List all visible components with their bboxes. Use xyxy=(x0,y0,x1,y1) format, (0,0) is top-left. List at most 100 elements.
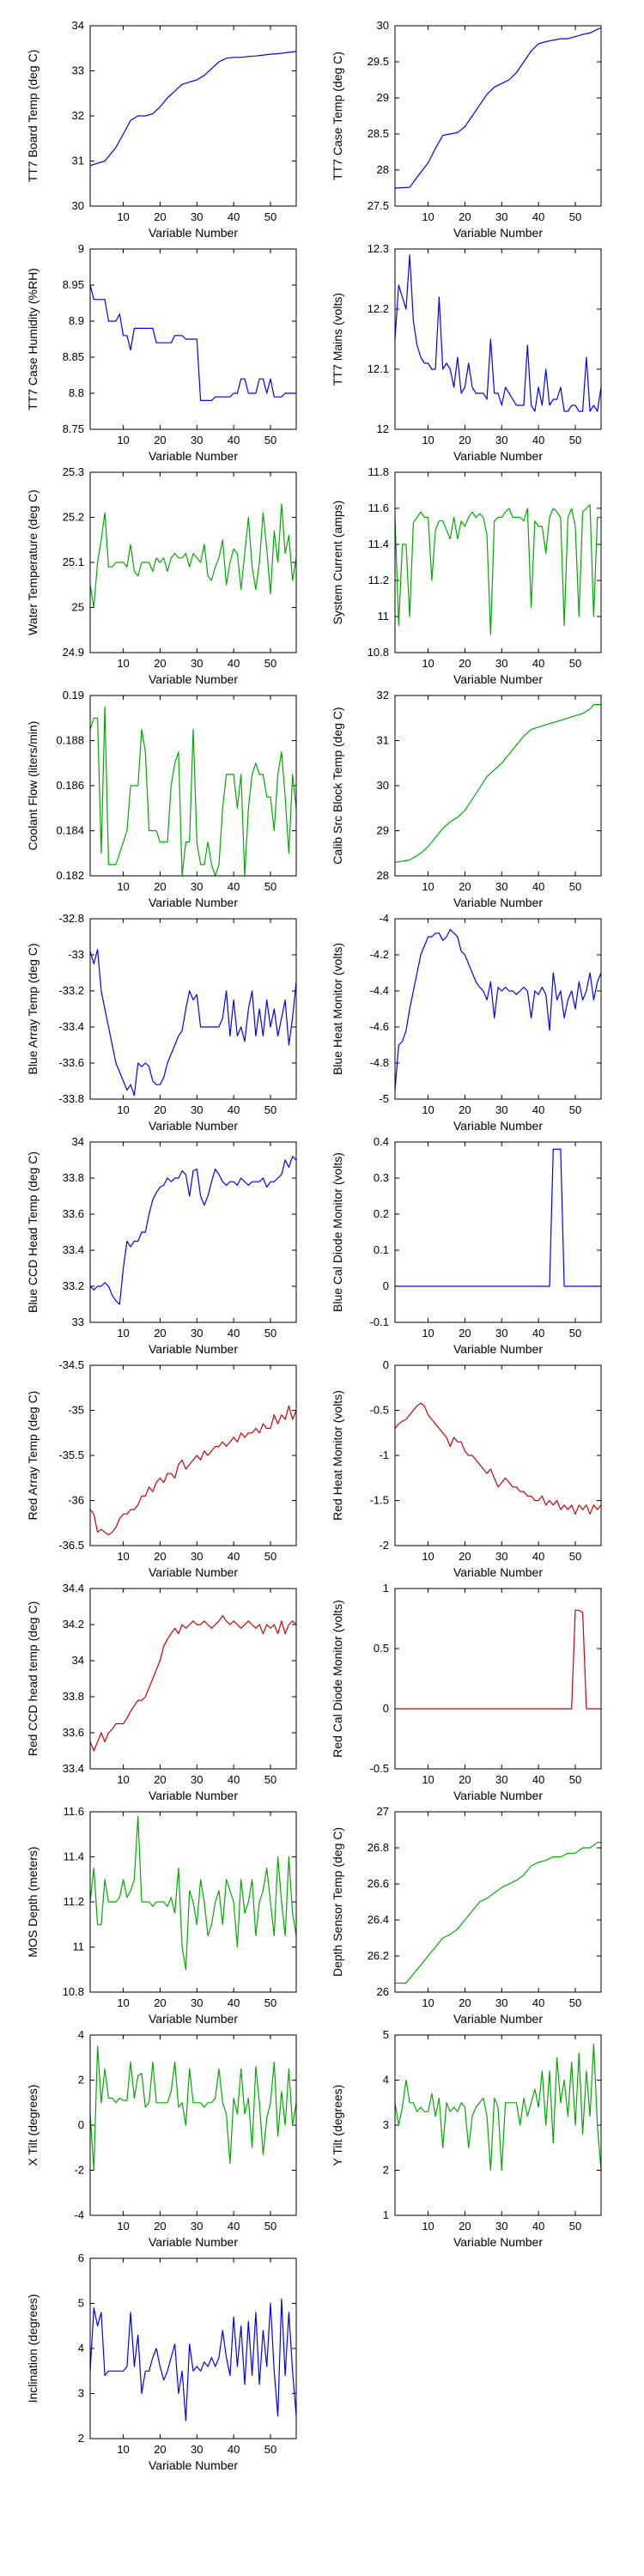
y-axis-label: Depth Sensor Temp (deg C) xyxy=(331,1827,344,1977)
plot-frame xyxy=(394,1588,602,1770)
chart-panel: 12 12.1 12.2 12.3 10 20 30 40 50 Variable Number T… xyxy=(331,242,602,463)
x-tick-label: 50 xyxy=(264,1996,276,2009)
x-tick-label: 40 xyxy=(228,2443,240,2456)
y-axis-label: Y Tilt (degrees) xyxy=(331,2085,344,2166)
x-tick-label: 10 xyxy=(117,2220,129,2233)
x-tick-label: 10 xyxy=(422,1327,434,1340)
x-tick-label: 50 xyxy=(264,2220,276,2233)
y-tick-label: -32.8 xyxy=(58,912,84,925)
x-tick-label: 50 xyxy=(264,210,276,223)
x-tick-label: 30 xyxy=(191,1327,203,1340)
plot-frame xyxy=(394,1811,602,1993)
y-tick-label: 0.184 xyxy=(56,824,84,837)
y-tick-label: 0.19 xyxy=(63,689,84,702)
series-line xyxy=(394,254,602,412)
x-tick-label: 10 xyxy=(117,1996,129,2009)
plot-frame xyxy=(89,471,297,653)
x-tick-label: 40 xyxy=(228,434,240,447)
y-tick-label: 26.4 xyxy=(368,1913,389,1926)
x-axis-label: Variable Number xyxy=(149,1119,238,1133)
y-tick-label: 26.2 xyxy=(368,1949,389,1962)
x-tick-label: 20 xyxy=(459,434,471,447)
y-tick-label: 0.182 xyxy=(56,869,84,882)
series-line xyxy=(89,2298,297,2421)
x-tick-label: 20 xyxy=(154,2220,166,2233)
y-tick-label: 33.4 xyxy=(63,1762,84,1775)
y-tick-label: -33.6 xyxy=(58,1056,84,1069)
y-tick-label: 4 xyxy=(78,2028,84,2041)
y-tick-label: 33.8 xyxy=(63,1690,84,1703)
y-tick-label: 25.3 xyxy=(63,465,84,478)
x-tick-label: 20 xyxy=(459,1327,471,1340)
y-tick-label: 0.4 xyxy=(374,1135,389,1148)
x-tick-label: 30 xyxy=(495,1996,507,2009)
y-tick-label: 34.4 xyxy=(63,1582,84,1595)
y-tick-label: 1 xyxy=(383,2208,389,2221)
x-tick-label: 40 xyxy=(228,210,240,223)
y-tick-label: 29 xyxy=(377,91,389,104)
y-tick-label: 28 xyxy=(377,869,389,882)
chart-panel: -33.8 -33.6 -33.4 -33.2 -33 -32.8 10 20 30 40 50 Va… xyxy=(26,912,297,1133)
x-tick-label: 40 xyxy=(532,880,544,893)
x-tick-label: 10 xyxy=(422,210,434,223)
x-tick-label: 20 xyxy=(154,210,166,223)
x-tick-label: 10 xyxy=(117,434,129,447)
x-axis-label: Variable Number xyxy=(149,226,238,240)
y-tick-label: 0.1 xyxy=(374,1243,389,1256)
x-tick-label: 10 xyxy=(117,2443,129,2456)
y-tick-label: 0.3 xyxy=(374,1171,389,1184)
y-tick-label: -0.5 xyxy=(370,1404,389,1417)
y-axis-label: Red Cal Diode Monitor (volts) xyxy=(331,1600,344,1758)
series-line xyxy=(395,1609,601,1710)
y-axis-label: Blue CCD Head Temp (deg C) xyxy=(26,1151,39,1313)
y-tick-label: -1 xyxy=(379,1449,389,1461)
x-tick-label: 20 xyxy=(154,657,166,670)
x-tick-label: 30 xyxy=(495,434,507,447)
plot-frame xyxy=(89,695,297,877)
x-tick-label: 50 xyxy=(569,657,581,670)
chart-panel: -2 -1.5 -1 -0.5 0 10 20 30 40 50 Variable Number Re… xyxy=(331,1358,602,1579)
x-tick-label: 50 xyxy=(569,1327,581,1340)
x-axis-label: Variable Number xyxy=(149,449,238,463)
x-tick-label: 50 xyxy=(569,880,581,893)
plot-frame xyxy=(89,2257,297,2439)
y-axis-label: Blue Heat Monitor (volts) xyxy=(331,943,344,1075)
y-tick-label: 31 xyxy=(377,734,389,747)
y-tick-label: 25.2 xyxy=(63,511,84,524)
chart-panel: -4 -2 0 2 4 10 20 30 40 50 Variable Number X Tilt (… xyxy=(26,2028,297,2249)
x-tick-label: 10 xyxy=(117,1550,129,1563)
y-tick-label: 27.5 xyxy=(368,199,389,212)
y-axis-label: Red Heat Monitor (volts) xyxy=(331,1390,344,1521)
y-tick-label: 28 xyxy=(377,163,389,176)
y-tick-label: 5 xyxy=(78,2297,84,2310)
series-line xyxy=(394,703,601,863)
chart-panel: 33.4 33.6 33.8 34 34.2 34.4 10 20 30 40 50 Variable… xyxy=(26,1582,297,1802)
x-tick-label: 10 xyxy=(422,434,434,447)
y-tick-label: 11.6 xyxy=(64,1805,84,1818)
y-tick-label: 0.186 xyxy=(56,779,84,792)
y-tick-label: 1 xyxy=(383,1582,389,1595)
y-tick-label: 2 xyxy=(78,2432,84,2445)
chart-panel: 28 29 30 31 32 10 20 30 40 50 Variable Number Calib… xyxy=(331,689,602,909)
x-axis-label: Variable Number xyxy=(149,1342,238,1356)
x-tick-label: 50 xyxy=(569,1773,581,1786)
y-tick-label: -33.8 xyxy=(58,1092,84,1105)
series-line xyxy=(394,2043,602,2172)
y-tick-label: 24.9 xyxy=(63,646,84,659)
x-tick-label: 30 xyxy=(495,2220,507,2233)
y-tick-label: 25.1 xyxy=(63,556,84,568)
y-tick-label: 12 xyxy=(377,422,389,435)
x-tick-label: 50 xyxy=(264,1103,276,1116)
y-tick-label: 33.6 xyxy=(63,1207,84,1220)
y-tick-label: -4 xyxy=(379,912,389,925)
y-tick-label: 8.75 xyxy=(63,422,84,435)
y-axis-label: Water Temperature (deg C) xyxy=(26,489,39,635)
x-tick-label: 40 xyxy=(228,2220,240,2233)
y-tick-label: 12.1 xyxy=(368,362,389,375)
plot-frame xyxy=(89,918,297,1100)
plot-frame xyxy=(394,471,602,653)
y-tick-label: 0.2 xyxy=(374,1207,389,1220)
y-tick-label: 11.4 xyxy=(64,1850,84,1863)
y-tick-label: 34.2 xyxy=(63,1618,84,1631)
y-tick-label: 2 xyxy=(78,2074,84,2087)
